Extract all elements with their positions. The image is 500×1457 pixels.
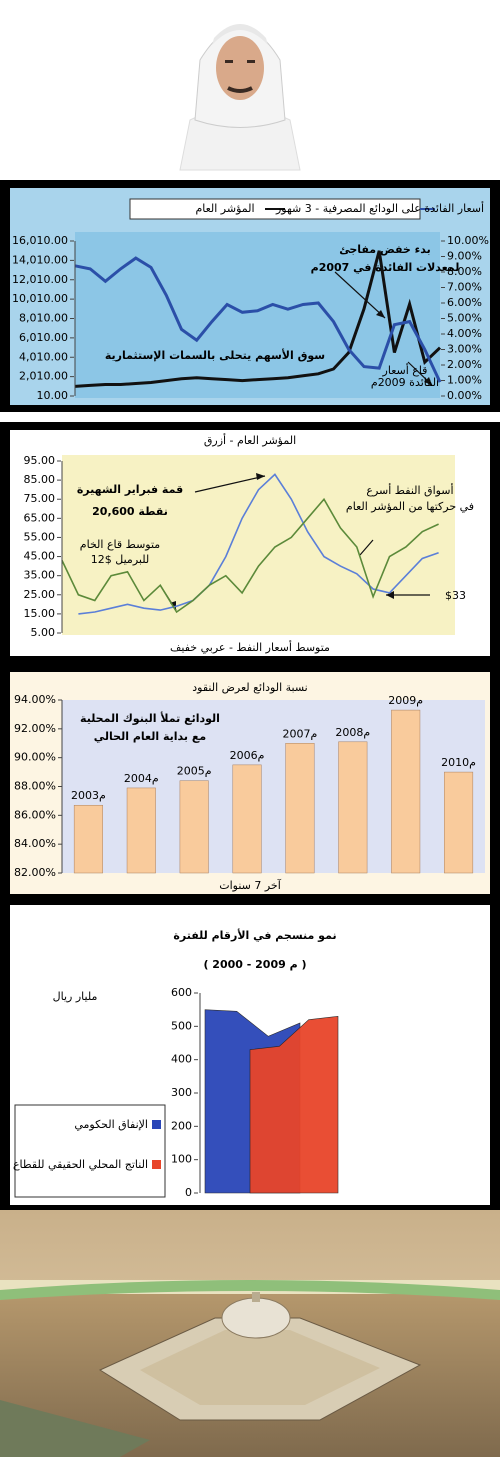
y-tick-label: 8,010.00 [19,312,68,325]
bar-label: 2004م [124,772,159,785]
annotation: سوق الأسهم يتحلى بالسمات الإستثمارية [105,348,325,362]
chart-subtitle: ( 2000 - 2009 م ) [203,958,306,971]
line-series [74,250,442,388]
y-tick-label: 95.00 [24,454,56,467]
y-tick-label: 14,010.00 [12,253,68,266]
y-tick-label: 6,010.00 [19,331,68,344]
y2-tick-label: 4.00% [447,327,482,340]
y2-tick-label: 2.00% [447,358,482,371]
bar [73,804,103,874]
y-tick-label: 600 [171,986,192,999]
bar [232,764,262,874]
plot-area [62,700,485,873]
y-tick-label: 25.00 [24,588,56,601]
bar [391,709,421,874]
y-tick-label: 10.00 [37,389,69,402]
annotation: 20,600 نقطة [92,505,168,518]
y-tick-label: 300 [171,1086,192,1099]
annotation: قمة فبراير الشهيرة [77,483,183,496]
y-tick-label: 35.00 [24,569,56,582]
bar [444,771,474,874]
y2-tick-label: 3.00% [447,343,482,356]
chart-title: المؤشر العام - أزرق [204,433,296,447]
y2-tick-label: 1.00% [447,374,482,387]
bar [126,787,156,874]
y-tick-label: 92.00% [14,722,56,735]
legend-box [14,1104,166,1198]
y-tick-label: 84.00% [14,837,56,850]
y2-tick-label: 8.00% [447,265,482,278]
airport-photo [0,1210,500,1457]
legend-swatch [152,1160,161,1169]
y-tick-label: 200 [171,1119,192,1132]
legend-label: المؤشر العام [195,202,254,215]
bar-label: 2010م [441,756,476,769]
y2-tick-label: 9.00% [447,250,482,263]
y-tick-label: 500 [171,1019,192,1032]
annotation: 12$ للبرميل [91,553,149,566]
bar-label: 2008م [335,726,370,739]
y-tick-label: 0 [185,1186,192,1199]
y-tick-label: 2,010.00 [19,370,68,383]
annotation: في حركتها من المؤشر العام [346,500,474,513]
y-tick-label: 5.00 [31,626,56,639]
annotation: مع بداية العام الحالي [94,730,206,743]
y2-tick-label: 6.00% [447,296,482,309]
y-tick-label: 10,010.00 [12,292,68,305]
y-tick-label: 85.00 [24,473,56,486]
y2-tick-label: 0.00% [447,389,482,402]
y-tick-label: 4,010.00 [19,350,68,363]
y-tick-label: 100 [171,1153,192,1166]
chart-title: نسبة الودائع لعرض النقود [192,681,307,694]
y-tick-label: 94.00% [14,693,56,706]
annotation: الودائع تملأ البنوك المحلية [80,711,220,725]
line-series [78,473,439,615]
annotation: الفائدة 2009م [371,376,439,389]
y2-tick-label: 7.00% [447,281,482,294]
y-tick-label: 15.00 [24,607,56,620]
bar [285,743,315,874]
y-tick-label: 82.00% [14,866,56,879]
x-axis-label: آخر 7 سنوات [219,878,282,892]
y-tick-label: 45.00 [24,550,56,563]
line-series [61,497,439,614]
y-tick-label: 12,010.00 [12,273,68,286]
chart-title: نمو منسجم في الأرقام للفترة [173,928,336,942]
bar-label: 2005م [177,765,212,778]
y-axis-label: مليار ريال [53,990,98,1003]
y2-tick-label: 10.00% [447,234,489,247]
bar [338,741,368,874]
annotation: أسواق النفط أسرع [366,483,453,497]
annotation: قاع أسعار [382,363,428,377]
area-series [249,1015,339,1194]
y-tick-label: 55.00 [24,530,56,543]
legend-label: الناتج المحلي الحقيقي للقطاع الخاص [0,1158,148,1171]
bar-label: 2006م [230,749,265,762]
y-tick-label: 16,010.00 [12,234,68,247]
y-tick-label: 88.00% [14,780,56,793]
bar-label: 2003م [71,789,106,802]
portrait-photo [168,0,312,171]
y-tick-label: 400 [171,1053,192,1066]
y-tick-label: 86.00% [14,808,56,821]
annotation: $33 [445,589,466,602]
line-series [74,256,442,383]
annotation: متوسط قاع الخام [80,538,160,551]
bar [179,780,209,874]
bar-label: 2007م [283,727,318,740]
y-tick-label: 90.00% [14,751,56,764]
legend-label: الإنفاق الحكومي [74,1118,148,1131]
legend-label: أسعار الفائدة على الودائع المصرفية - 3 ش… [275,201,484,215]
y2-tick-label: 5.00% [447,312,482,325]
x-axis-label: متوسط أسعار النفط - عربي خفيف [170,640,330,654]
annotation: لمعدلات الفائدة في 2007م [311,261,460,274]
bar-label: 2009م [388,694,423,707]
y-tick-label: 75.00 [24,492,56,505]
y-tick-label: 65.00 [24,511,56,524]
annotation: بدء خفض مفاجئ [339,243,431,256]
legend-swatch [152,1120,161,1129]
